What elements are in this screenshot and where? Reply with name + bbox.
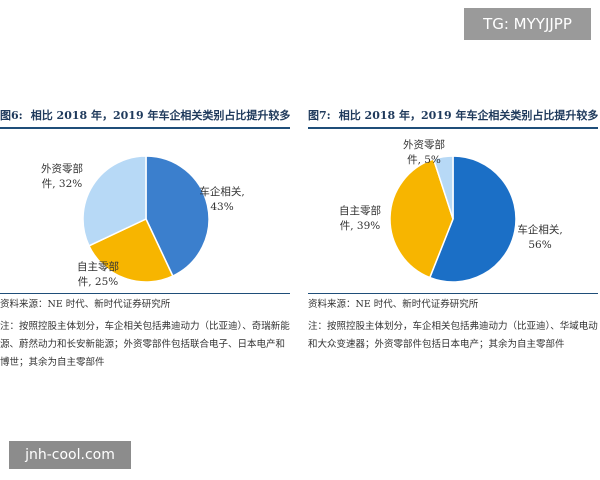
slice-label: 车企相关, 43% (199, 185, 244, 213)
figure-panel-left: 图6: 相比 2018 年，2019 年车企相关类别占比提升较多 车企相关, 43%… (0, 106, 290, 376)
slice-label: 车企相关, 56% (517, 223, 562, 251)
figure-title-text: 相比 2018 年，2019 年车企相关类别占比提升较多 (338, 109, 598, 122)
watermark-top: TG: MYYJJPP (464, 8, 591, 40)
figure-panel-right: 图7: 相比 2018 年，2019 年车企相关类别占比提升较多 车企相关, 56%… (308, 106, 598, 376)
slice-label: 自主零部件, 39% (339, 204, 381, 232)
figure-number: 图6: (0, 109, 23, 122)
pie-slice (82, 155, 147, 247)
pie-slice (428, 155, 517, 283)
chart-rule (0, 293, 290, 294)
note-text: 注：按照控股主体划分，车企相关包括弗迪动力（比亚迪）、华域电动和大众变速器；外资… (308, 321, 598, 350)
figure-number: 图7: (308, 109, 331, 122)
figure-title: 图7: 相比 2018 年，2019 年车企相关类别占比提升较多 (308, 106, 598, 126)
title-rule (0, 127, 290, 129)
slice-label: 外资零部件, 5% (403, 138, 445, 166)
title-rule (308, 127, 598, 129)
figure-title: 图6: 相比 2018 年，2019 年车企相关类别占比提升较多 (0, 106, 290, 126)
pie-slice (145, 155, 210, 277)
pie-chart: 车企相关, 56% 自主零部件, 39% 外资零部件, 5% (339, 138, 563, 283)
slice-label: 外资零部件, 32% (41, 162, 83, 190)
figure-title-text: 相比 2018 年，2019 年车企相关类别占比提升较多 (30, 109, 290, 122)
slice-label: 自主零部件, 25% (77, 260, 119, 288)
chart-rule (308, 293, 598, 294)
watermark-bottom: jnh-cool.com (9, 441, 131, 469)
pie-slice (88, 218, 174, 283)
pie-chart: 车企相关, 43% 自主零部件, 25% 外资零部件, 32% (41, 155, 245, 288)
pie-slice (432, 155, 454, 220)
source-text: 资料来源：NE 时代、新时代证券研究所 (308, 299, 479, 310)
pie-slice (389, 158, 454, 279)
note-text: 注：按照控股主体划分，车企相关包括弗迪动力（比亚迪）、奇瑞新能源、蔚然动力和长安… (0, 321, 290, 368)
source-text: 资料来源：NE 时代、新时代证券研究所 (0, 299, 171, 310)
